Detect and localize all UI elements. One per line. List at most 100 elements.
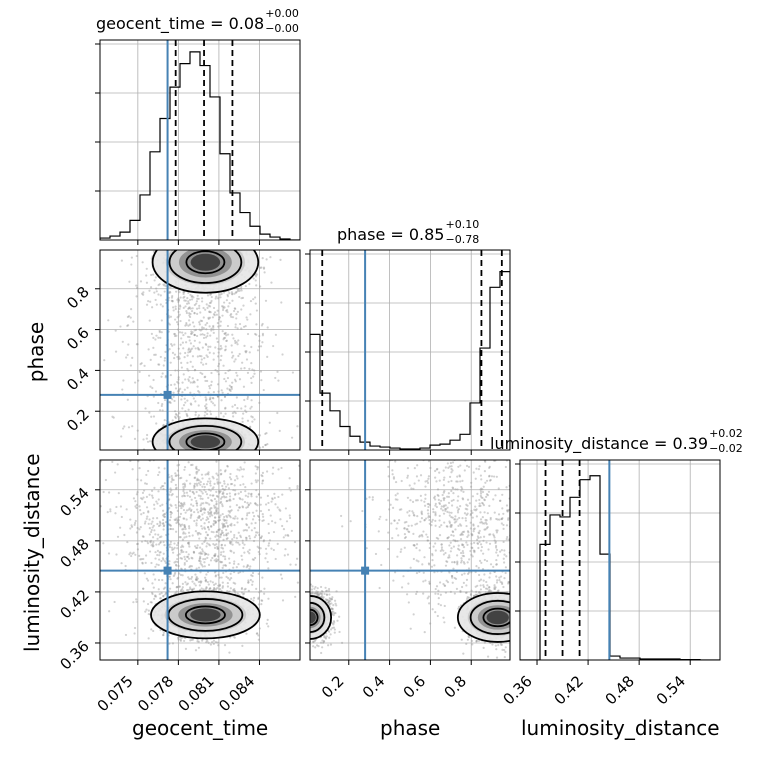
scatter-point xyxy=(233,536,235,538)
scatter-point xyxy=(198,404,200,406)
scatter-point xyxy=(122,379,124,381)
scatter-point xyxy=(239,457,241,459)
scatter-point xyxy=(182,297,184,299)
scatter-point xyxy=(243,386,245,388)
scatter-point xyxy=(229,506,231,508)
scatter-point xyxy=(196,640,198,642)
scatter-point xyxy=(177,311,179,313)
scatter-point xyxy=(175,487,177,489)
scatter-point xyxy=(204,309,206,311)
scatter-point xyxy=(213,307,215,309)
scatter-point xyxy=(251,420,253,422)
scatter-point xyxy=(195,502,197,504)
scatter-point xyxy=(143,247,145,249)
scatter-point xyxy=(224,221,226,223)
scatter-point xyxy=(155,299,157,301)
scatter-point xyxy=(189,316,191,318)
scatter-point xyxy=(214,234,216,236)
scatter-point xyxy=(154,551,156,553)
scatter-point xyxy=(212,452,214,454)
scatter-point xyxy=(234,494,236,496)
scatter-point xyxy=(204,244,206,246)
scatter-point xyxy=(229,492,231,494)
scatter-point xyxy=(171,549,173,551)
scatter-point xyxy=(195,649,197,651)
scatter-point xyxy=(205,398,207,400)
scatter-point xyxy=(164,399,166,401)
scatter-point xyxy=(160,376,162,378)
scatter-point xyxy=(224,450,226,452)
scatter-point xyxy=(193,215,195,217)
scatter-point xyxy=(239,535,241,537)
scatter-point xyxy=(196,379,198,381)
scatter-point xyxy=(193,499,195,501)
scatter-point xyxy=(217,474,219,476)
scatter-point xyxy=(134,554,136,556)
scatter-point xyxy=(243,454,245,456)
scatter-point xyxy=(225,529,227,531)
scatter-point xyxy=(180,513,182,515)
scatter-point xyxy=(234,307,236,309)
scatter-point xyxy=(172,582,174,584)
scatter-point xyxy=(221,455,223,457)
scatter-point xyxy=(196,491,198,493)
scatter-point xyxy=(114,512,116,514)
scatter-point xyxy=(115,506,117,508)
scatter-point xyxy=(175,417,177,419)
scatter-point xyxy=(232,465,234,467)
scatter-point xyxy=(159,227,161,229)
scatter-point xyxy=(149,533,151,535)
scatter-point xyxy=(227,585,229,587)
scatter-point xyxy=(296,425,298,427)
scatter-point xyxy=(236,475,238,477)
scatter-point xyxy=(136,491,138,493)
scatter-point xyxy=(159,409,161,411)
scatter-point xyxy=(169,247,171,249)
scatter-point xyxy=(109,510,111,512)
scatter-point xyxy=(252,518,254,520)
scatter-point xyxy=(191,237,193,239)
scatter-point xyxy=(257,452,259,454)
scatter-point xyxy=(186,362,188,364)
scatter-point xyxy=(248,535,250,537)
scatter-point xyxy=(225,380,227,382)
scatter-point xyxy=(250,574,252,576)
scatter-point xyxy=(148,518,150,520)
scatter-point xyxy=(136,287,138,289)
scatter-point xyxy=(229,456,231,458)
scatter-point xyxy=(208,454,210,456)
scatter-point xyxy=(147,441,149,443)
scatter-point xyxy=(200,215,202,217)
scatter-point xyxy=(196,236,198,238)
scatter-point xyxy=(152,517,154,519)
scatter-point xyxy=(229,562,231,564)
scatter-point xyxy=(211,296,213,298)
scatter-point xyxy=(168,476,170,478)
scatter-point xyxy=(164,359,166,361)
scatter-point xyxy=(239,466,241,468)
scatter-point xyxy=(242,455,244,457)
scatter-point xyxy=(223,480,225,482)
scatter-point xyxy=(216,242,218,244)
scatter-point xyxy=(257,479,259,481)
scatter-point xyxy=(204,376,206,378)
scatter-point xyxy=(180,455,182,457)
scatter-point xyxy=(203,243,205,245)
scatter-point xyxy=(247,372,249,374)
scatter-point xyxy=(245,247,247,249)
scatter-point xyxy=(180,362,182,364)
scatter-point xyxy=(212,452,214,454)
scatter-point xyxy=(221,293,223,295)
scatter-point xyxy=(186,242,188,244)
scatter-point xyxy=(201,513,203,515)
scatter-point xyxy=(185,322,187,324)
scatter-point xyxy=(153,504,155,506)
scatter-point xyxy=(201,373,203,375)
scatter-point xyxy=(125,565,127,567)
scatter-point xyxy=(237,311,239,313)
scatter-point xyxy=(178,246,180,248)
scatter-point xyxy=(205,247,207,249)
scatter-point xyxy=(220,455,222,457)
scatter-point xyxy=(163,632,165,634)
scatter-point xyxy=(189,453,191,455)
